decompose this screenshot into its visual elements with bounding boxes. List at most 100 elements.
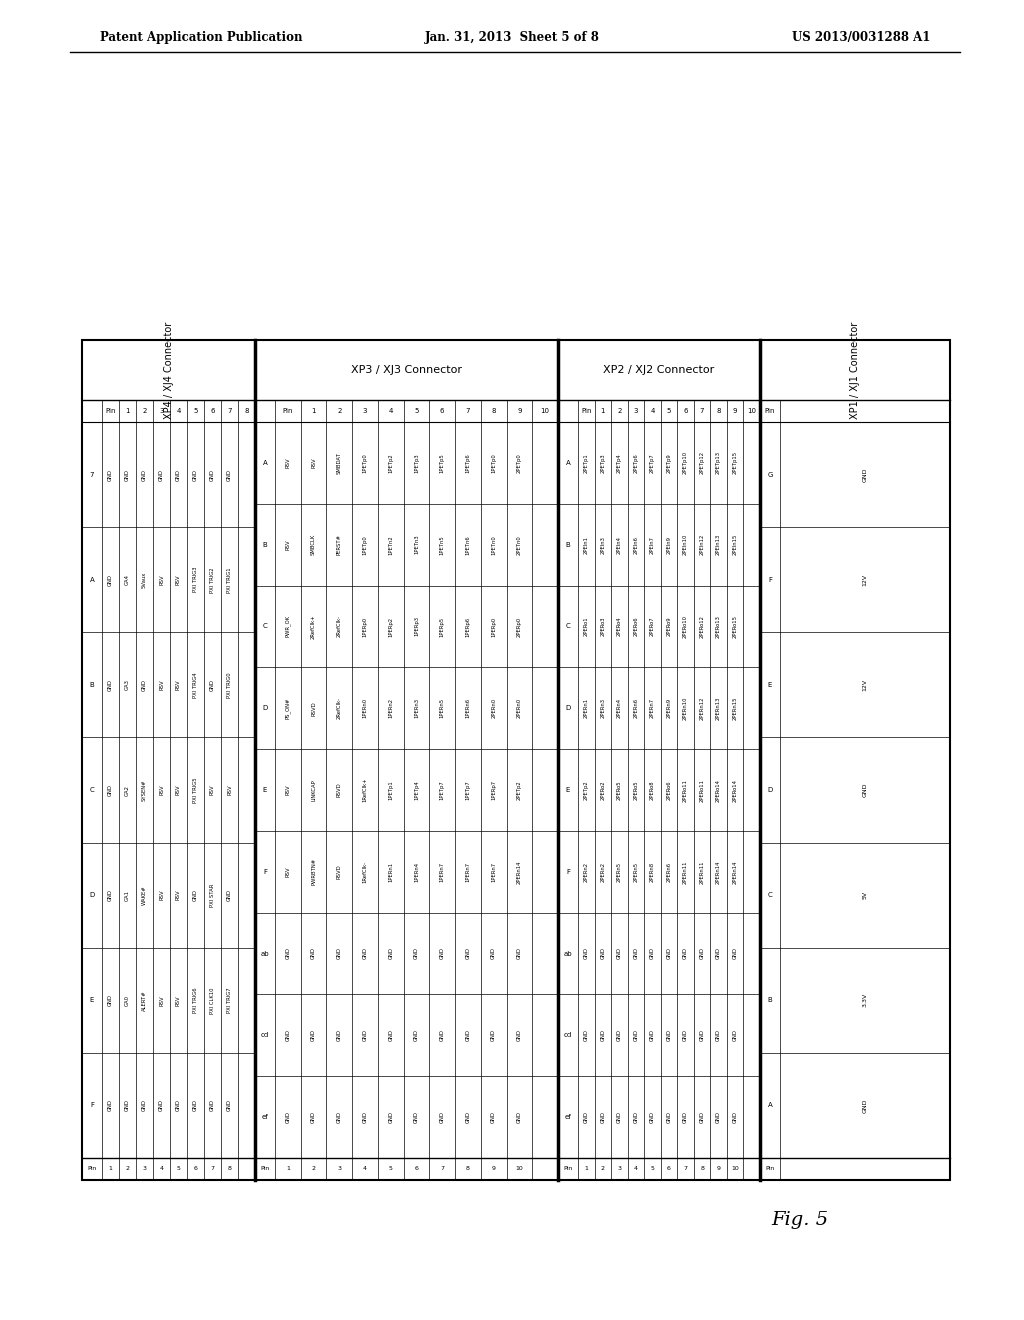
Text: PXI TRIG7: PXI TRIG7 [227, 987, 232, 1012]
Text: GND: GND [125, 1100, 130, 1111]
Text: 2: 2 [142, 408, 146, 414]
Text: RSV: RSV [176, 995, 181, 1006]
Text: 2PERn11: 2PERn11 [683, 861, 688, 883]
Text: SMBCLK: SMBCLK [311, 535, 316, 556]
Text: 2PETp12: 2PETp12 [699, 451, 705, 474]
Text: 8: 8 [245, 408, 249, 414]
Text: 2: 2 [617, 408, 622, 414]
Text: GND: GND [439, 1111, 444, 1123]
Text: cd: cd [564, 1032, 572, 1039]
Text: GND: GND [616, 948, 622, 960]
Text: 7: 7 [684, 1167, 687, 1172]
Text: A: A [565, 459, 570, 466]
Text: 3: 3 [362, 408, 368, 414]
Text: 2RefClk-: 2RefClk- [337, 615, 342, 638]
Text: Pin: Pin [563, 1167, 572, 1172]
Text: GND: GND [142, 1100, 147, 1111]
Text: Pin: Pin [105, 408, 116, 414]
Text: 2PETp10: 2PETp10 [683, 451, 688, 474]
Text: Patent Application Publication: Patent Application Publication [100, 30, 302, 44]
Text: GND: GND [650, 1030, 655, 1041]
Text: 1RefClk-: 1RefClk- [362, 861, 368, 883]
Text: 2PERn2: 2PERn2 [600, 862, 605, 882]
Text: A: A [768, 1102, 772, 1109]
Text: 2PETp2: 2PETp2 [584, 780, 589, 800]
Text: GND: GND [337, 948, 342, 960]
Text: 2PETn0: 2PETn0 [517, 535, 522, 554]
Text: GA3: GA3 [125, 680, 130, 690]
Text: GND: GND [210, 469, 215, 480]
Text: GND: GND [108, 994, 113, 1006]
Text: GND: GND [667, 1111, 672, 1123]
Text: 2PERo4: 2PERo4 [616, 616, 622, 636]
Text: GND: GND [108, 469, 113, 480]
Text: 1PETp0: 1PETp0 [492, 453, 497, 473]
Text: PXI TRIG4: PXI TRIG4 [193, 672, 198, 698]
Text: GND: GND [683, 1030, 688, 1041]
Text: 2PETp6: 2PETp6 [634, 453, 638, 473]
Text: RSV: RSV [286, 866, 291, 876]
Text: 8: 8 [466, 1167, 470, 1172]
Text: 1PETn5: 1PETn5 [439, 535, 444, 554]
Text: GND: GND [159, 1100, 164, 1111]
Text: GND: GND [414, 1111, 419, 1123]
Text: 4: 4 [388, 408, 393, 414]
Text: PXI TRIG5: PXI TRIG5 [193, 777, 198, 803]
Text: 2PERn1: 2PERn1 [584, 698, 589, 718]
Text: cd: cd [261, 1032, 269, 1039]
Text: PWR_OK: PWR_OK [285, 615, 291, 638]
Text: 1: 1 [286, 1167, 290, 1172]
Text: GA0: GA0 [125, 995, 130, 1006]
Text: 2RefClk-: 2RefClk- [337, 697, 342, 719]
Text: 2PERn5: 2PERn5 [616, 862, 622, 882]
Text: 2PETp0: 2PETp0 [517, 453, 522, 473]
Text: RSV: RSV [159, 784, 164, 796]
Text: 1PERp5: 1PERp5 [439, 616, 444, 636]
Text: GND: GND [414, 948, 419, 960]
Text: 2PERn11: 2PERn11 [699, 861, 705, 883]
Text: GND: GND [716, 1030, 721, 1041]
Text: GND: GND [362, 1030, 368, 1041]
Text: F: F [768, 577, 772, 582]
Text: GND: GND [227, 1100, 232, 1111]
Text: 3: 3 [634, 408, 638, 414]
Text: GND: GND [517, 948, 522, 960]
Text: 1: 1 [585, 1167, 588, 1172]
Text: GND: GND [286, 948, 291, 960]
Text: GND: GND [388, 1030, 393, 1041]
Text: GND: GND [362, 1111, 368, 1123]
Text: C: C [90, 787, 94, 793]
Text: 2PEIn1: 2PEIn1 [584, 536, 589, 553]
Text: 1: 1 [600, 408, 605, 414]
Text: RSVD: RSVD [337, 865, 342, 879]
Text: GND: GND [733, 948, 737, 960]
Text: GA2: GA2 [125, 784, 130, 796]
Text: 1PETn0: 1PETn0 [492, 535, 497, 554]
Text: 8: 8 [227, 1167, 231, 1172]
Text: GND: GND [492, 1030, 497, 1041]
Text: GND: GND [176, 1100, 181, 1111]
Text: 1PETn6: 1PETn6 [466, 535, 470, 554]
Text: GND: GND [286, 1111, 291, 1123]
Text: 2PERn14: 2PERn14 [716, 861, 721, 883]
Text: Pin: Pin [765, 408, 775, 414]
Text: 6: 6 [210, 408, 215, 414]
Text: PXI CLK10: PXI CLK10 [210, 987, 215, 1014]
Text: F: F [90, 1102, 94, 1109]
Text: GND: GND [210, 1100, 215, 1111]
Text: 2PERn10: 2PERn10 [683, 697, 688, 719]
Text: RSV: RSV [286, 540, 291, 550]
Text: GND: GND [466, 1111, 470, 1123]
Text: GND: GND [142, 678, 147, 690]
Text: 2PEIn7: 2PEIn7 [650, 536, 655, 553]
Text: 2PETp7: 2PETp7 [650, 453, 655, 473]
Text: 1PETp3: 1PETp3 [414, 453, 419, 473]
Text: 2PEIn3: 2PEIn3 [600, 536, 605, 553]
Text: 6: 6 [194, 1167, 198, 1172]
Text: 1PERp0: 1PERp0 [492, 616, 497, 636]
Text: GA4: GA4 [125, 574, 130, 585]
Text: 1PERn0: 1PERn0 [362, 698, 368, 718]
Text: GND: GND [699, 948, 705, 960]
Text: 10: 10 [748, 408, 757, 414]
Text: 2PETp9: 2PETp9 [667, 453, 672, 473]
